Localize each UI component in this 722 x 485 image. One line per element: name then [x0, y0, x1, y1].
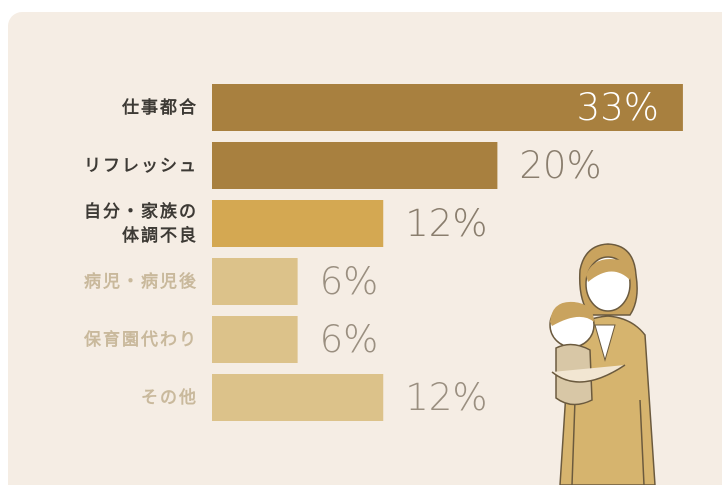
- value-label: 33%: [577, 86, 659, 129]
- value-label: 20%: [519, 144, 601, 187]
- value-label: 12%: [405, 376, 487, 419]
- bar: [212, 200, 384, 247]
- category-label: 保育園代わり: [84, 329, 198, 350]
- bar: [212, 258, 298, 305]
- category-label: 仕事都合: [122, 97, 198, 118]
- bar: [212, 374, 384, 421]
- value-label: 6%: [320, 318, 379, 361]
- category-label: その他: [141, 387, 198, 408]
- bar: [212, 142, 498, 189]
- bar: [212, 84, 683, 131]
- bar: [212, 316, 298, 363]
- category-label: 病児・病児後: [84, 271, 198, 292]
- category-label: 自分・家族の 体調不良: [84, 201, 198, 246]
- value-label: 12%: [405, 202, 487, 245]
- illustration: [549, 243, 656, 485]
- value-label: 6%: [320, 260, 379, 303]
- category-label: リフレッシュ: [84, 155, 198, 176]
